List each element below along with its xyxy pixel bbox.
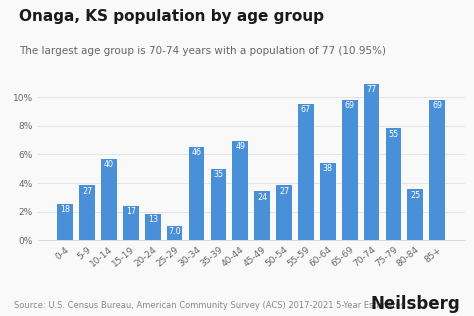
Bar	[342, 100, 357, 240]
Text: 46: 46	[191, 148, 201, 157]
Bar	[101, 159, 117, 240]
Bar	[364, 84, 380, 240]
Text: Source: U.S. Census Bureau, American Community Survey (ACS) 2017-2021 5-Year Est: Source: U.S. Census Bureau, American Com…	[14, 301, 405, 310]
Bar	[408, 189, 423, 240]
Text: 13: 13	[148, 215, 158, 224]
Text: 49: 49	[235, 142, 246, 151]
Text: 38: 38	[323, 164, 333, 173]
Text: 77: 77	[366, 85, 377, 94]
Text: Neilsberg: Neilsberg	[370, 295, 460, 313]
Text: The largest age group is 70-74 years with a population of 77 (10.95%): The largest age group is 70-74 years wit…	[19, 46, 386, 56]
Bar	[210, 169, 226, 240]
Bar	[298, 104, 314, 240]
Bar	[254, 191, 270, 240]
Text: 17: 17	[126, 207, 136, 216]
Bar	[320, 163, 336, 240]
Bar	[276, 185, 292, 240]
Text: 24: 24	[257, 193, 267, 202]
Text: 67: 67	[301, 106, 311, 114]
Bar	[79, 185, 95, 240]
Bar	[123, 206, 139, 240]
Text: 35: 35	[213, 170, 223, 179]
Text: 55: 55	[388, 130, 399, 139]
Bar	[167, 226, 182, 240]
Bar	[429, 100, 445, 240]
Text: 40: 40	[104, 160, 114, 169]
Text: 7.0: 7.0	[168, 227, 181, 236]
Text: 27: 27	[279, 187, 289, 196]
Text: 18: 18	[60, 205, 70, 214]
Bar	[232, 141, 248, 240]
Bar	[57, 204, 73, 240]
Bar	[145, 214, 161, 240]
Text: 69: 69	[345, 101, 355, 110]
Text: 27: 27	[82, 187, 92, 196]
Text: 25: 25	[410, 191, 420, 200]
Bar	[189, 147, 204, 240]
Bar	[386, 128, 401, 240]
Text: Onaga, KS population by age group: Onaga, KS population by age group	[19, 9, 324, 24]
Text: 69: 69	[432, 101, 442, 110]
